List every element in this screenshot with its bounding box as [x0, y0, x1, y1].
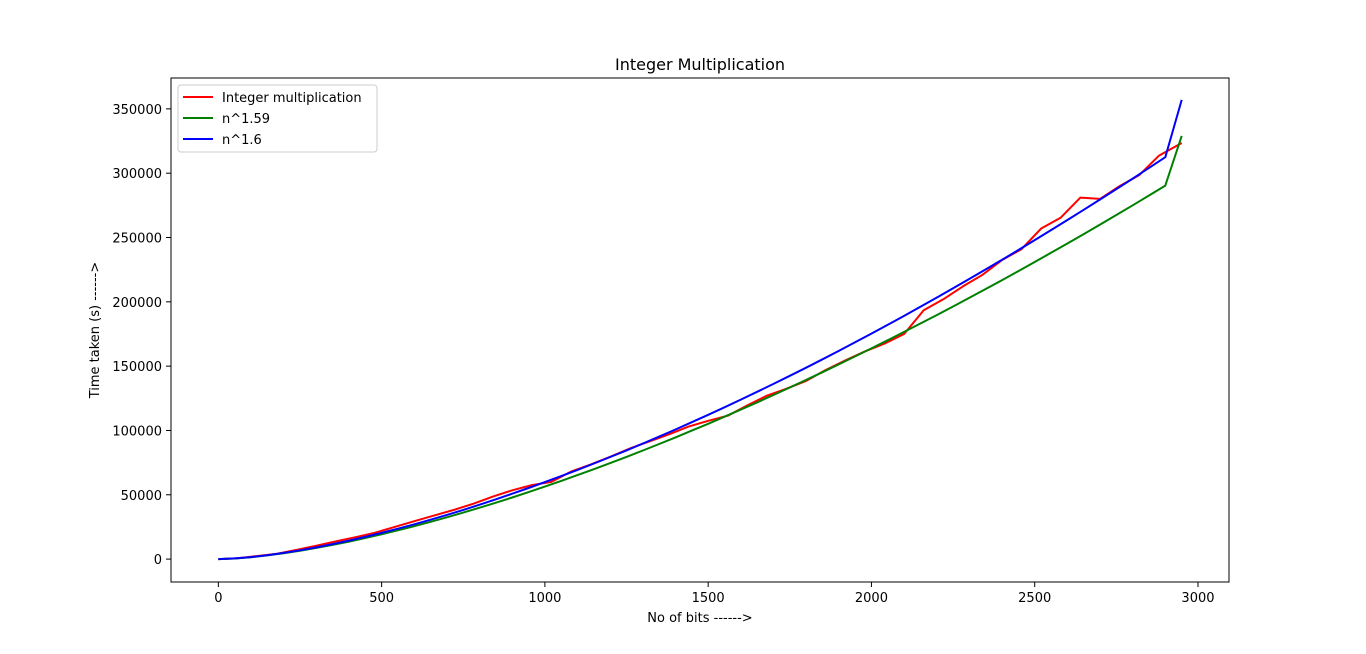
- x-axis-title: No of bits ------>: [647, 611, 752, 626]
- legend: Integer multiplication n^1.59 n^1.6: [177, 84, 378, 153]
- y-tick-label: 150000: [112, 360, 162, 375]
- series-layer: [218, 99, 1183, 561]
- y-axis-title: Time taken (s) ------>: [88, 262, 103, 400]
- y-axis: 0 50000 100000 150000 200000 250000 300000 3500…: [112, 103, 171, 568]
- chart-title: Integer Multiplication: [615, 55, 785, 74]
- y-tick-label: 350000: [112, 103, 162, 118]
- y-tick-label: 100000: [112, 424, 162, 439]
- legend-label-integer-multiplication: Integer multiplication: [222, 91, 362, 106]
- y-tick-label: 200000: [112, 296, 162, 311]
- plot-area-frame: [170, 77, 1230, 583]
- legend-box: [177, 84, 378, 153]
- y-tick-label: 300000: [112, 167, 162, 182]
- x-tick-label: 500: [369, 591, 394, 606]
- x-tick-label: 0: [214, 591, 222, 606]
- legend-label-n-1-6: n^1.6: [222, 133, 262, 148]
- series-line-n-1-59: [218, 135, 1183, 561]
- x-tick-label: 2500: [1018, 591, 1051, 606]
- x-tick-label: 3000: [1181, 591, 1214, 606]
- x-axis: 0 500 1000 1500 2000 2500 3000: [214, 582, 1215, 606]
- y-tick-label: 50000: [121, 489, 162, 504]
- y-tick-label: 250000: [112, 232, 162, 247]
- legend-label-n-1-59: n^1.59: [222, 112, 270, 127]
- x-tick-label: 1500: [692, 591, 725, 606]
- series-line-n-1-6: [218, 99, 1183, 561]
- y-tick-label: 0: [154, 553, 162, 568]
- x-tick-label: 1000: [528, 591, 561, 606]
- x-tick-label: 2000: [855, 591, 888, 606]
